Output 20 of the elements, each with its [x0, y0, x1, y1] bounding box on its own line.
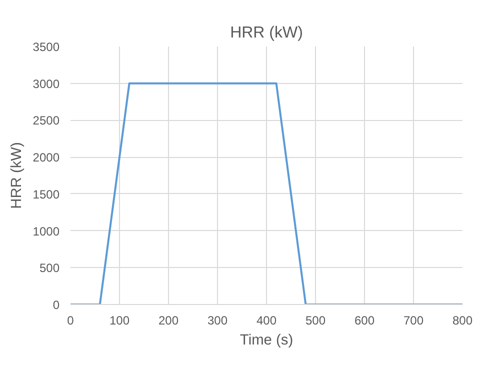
x-tick-label: 400: [256, 314, 277, 328]
y-tick-label: 2000: [32, 150, 60, 165]
chart-title: HRR (kW): [230, 24, 303, 42]
y-tick-label: 1000: [32, 224, 60, 238]
y-axis-title: HRR (kW): [8, 142, 25, 209]
y-tick-label: 1500: [32, 187, 60, 202]
y-tick-label: 500: [39, 261, 60, 276]
y-tick-label: 2500: [32, 114, 60, 128]
y-tick-label: 0: [52, 298, 60, 312]
x-tick-label: 300: [207, 314, 228, 328]
x-tick-label: 700: [403, 314, 424, 328]
x-tick-label: 100: [109, 314, 130, 328]
x-tick-label: 800: [452, 314, 473, 328]
x-tick-label: 0: [67, 314, 74, 328]
x-tick-label: 500: [305, 314, 326, 328]
y-tick-label: 3500: [32, 40, 60, 54]
x-tick-label: 600: [354, 314, 375, 328]
x-axis-title: Time (s): [240, 332, 294, 348]
y-tick-label: 3000: [32, 76, 60, 91]
x-tick-label: 200: [158, 314, 179, 328]
